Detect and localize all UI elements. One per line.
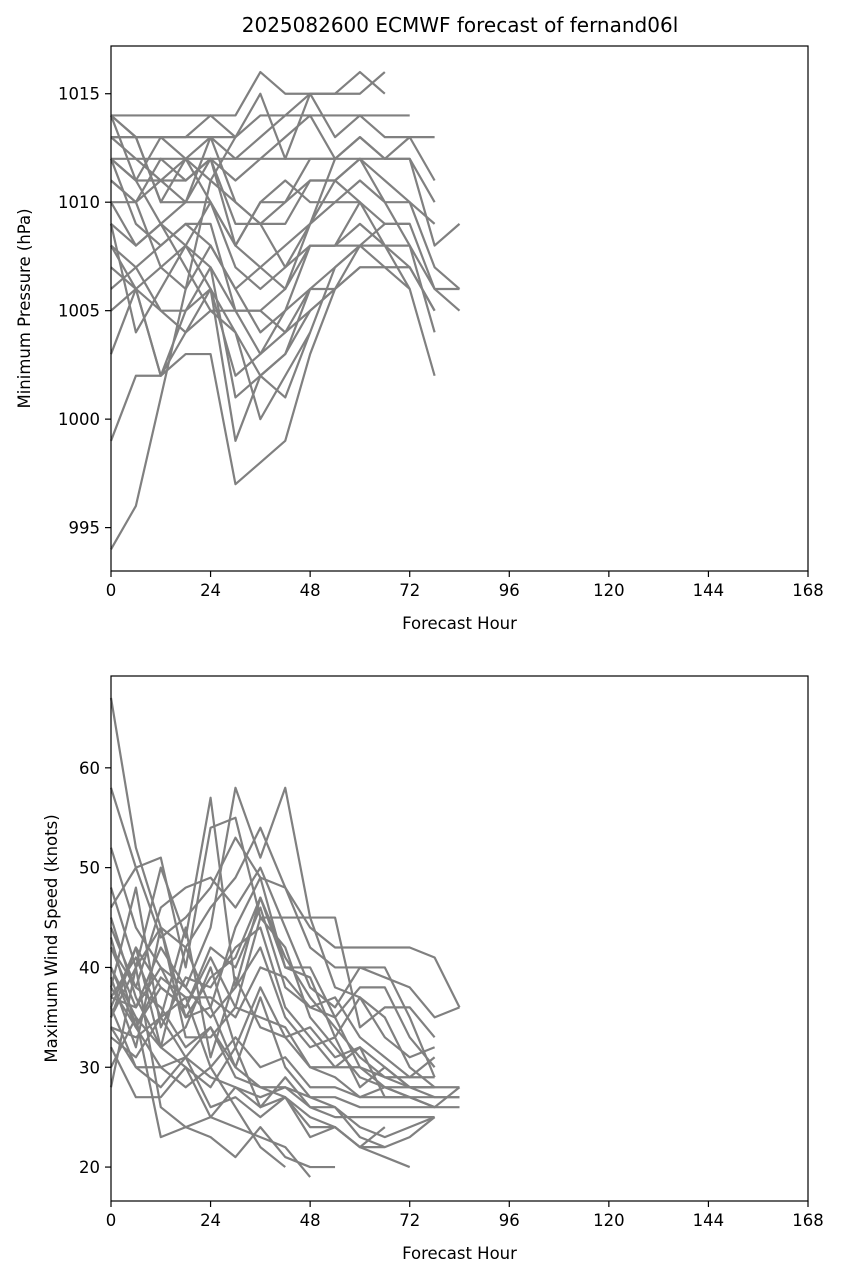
pressure-y-axis-label: Minimum Pressure (hPa) — [15, 208, 34, 408]
pressure-y-tick-label: 995 — [69, 519, 101, 538]
wind-x-tick-label: 120 — [593, 1211, 625, 1230]
pressure-series-line-22 — [110, 136, 237, 550]
pressure-series-line-19 — [110, 179, 361, 442]
wind-y-ticks: 20 30 40 50 60 — [79, 759, 111, 1177]
pressure-series-line-9 — [110, 157, 461, 290]
pressure-x-tick-label: 0 — [106, 581, 117, 600]
wind-y-axis-label: Maximum Wind Speed (knots) — [42, 814, 61, 1062]
wind-plot-frame — [110, 675, 809, 1202]
wind-series-line-17 — [110, 1026, 436, 1149]
wind-x-tick-label: 24 — [200, 1211, 221, 1230]
chart-title: 2025082600 ECMWF forecast of fernand06l — [242, 13, 679, 37]
wind-x-tick-label: 72 — [399, 1211, 420, 1230]
pressure-x-tick-label: 144 — [693, 581, 725, 600]
wind-panel: 0 24 48 72 96 120 144 168 20 30 40 50 60 Forecast H… — [42, 675, 824, 1263]
pressure-series-line-23 — [110, 245, 312, 377]
wind-y-tick-label: 20 — [79, 1158, 100, 1177]
pressure-series-line-5 — [111, 157, 436, 203]
wind-x-axis-label: Forecast Hour — [402, 1244, 517, 1263]
pressure-series-line-4 — [109, 92, 435, 182]
pressure-x-tick-label: 48 — [300, 581, 321, 600]
wind-series-line-6 — [109, 866, 436, 1078]
wind-x-tick-label: 144 — [693, 1211, 725, 1230]
wind-series-line-21 — [110, 986, 286, 1168]
pressure-series-line-15 — [109, 223, 436, 356]
pressure-plot-frame — [110, 45, 809, 572]
wind-x-tick-label: 48 — [300, 1211, 321, 1230]
wind-x-tick-label: 96 — [499, 1211, 520, 1230]
pressure-x-tick-label: 72 — [399, 581, 420, 600]
wind-series-line-25 — [109, 896, 435, 1079]
wind-series-line-11 — [109, 946, 435, 1089]
pressure-y-tick-label: 1000 — [58, 410, 100, 429]
wind-x-tick-label: 0 — [106, 1211, 117, 1230]
pressure-x-tick-label: 120 — [593, 581, 625, 600]
wind-series-line-3 — [109, 786, 436, 1039]
pressure-series-group — [109, 70, 461, 550]
pressure-series-line-1 — [111, 70, 386, 117]
wind-series-line-24 — [109, 916, 411, 1099]
wind-series-line-22 — [110, 946, 411, 1169]
pressure-x-tick-label: 24 — [200, 581, 221, 600]
wind-series-line-2 — [109, 787, 460, 1019]
pressure-series-line-13 — [110, 222, 436, 333]
pressure-x-tick-label: 96 — [499, 581, 520, 600]
pressure-series-line-18 — [109, 266, 361, 399]
wind-series-group — [109, 697, 461, 1178]
pressure-panel: 2025082600 ECMWF forecast of fernand06l … — [15, 13, 824, 633]
wind-series-line-5 — [110, 816, 436, 1089]
wind-x-ticks: 0 24 48 72 96 120 144 168 — [106, 1201, 824, 1230]
pressure-x-tick-label: 168 — [792, 581, 824, 600]
pressure-series-line-21 — [109, 288, 337, 486]
pressure-y-tick-label: 1005 — [58, 302, 100, 321]
wind-series-line-26 — [109, 937, 410, 1089]
wind-x-tick-label: 168 — [792, 1211, 824, 1230]
pressure-x-axis-label: Forecast Hour — [402, 614, 517, 633]
pressure-series-line-25 — [110, 114, 361, 291]
wind-series-line-23 — [109, 917, 386, 1149]
pressure-y-ticks: 995 1000 1005 1010 1015 — [58, 85, 111, 538]
wind-y-tick-label: 40 — [79, 958, 100, 977]
wind-y-tick-label: 30 — [79, 1058, 100, 1077]
wind-y-tick-label: 60 — [79, 759, 100, 778]
pressure-series-line-7 — [110, 136, 436, 225]
wind-series-line-27 — [110, 926, 436, 1109]
wind-series-line-7 — [109, 876, 436, 1059]
pressure-y-tick-label: 1010 — [58, 193, 100, 212]
pressure-x-ticks: 0 24 48 72 96 120 144 168 — [106, 571, 824, 600]
pressure-y-tick-label: 1015 — [58, 85, 100, 104]
wind-y-tick-label: 50 — [79, 859, 100, 878]
